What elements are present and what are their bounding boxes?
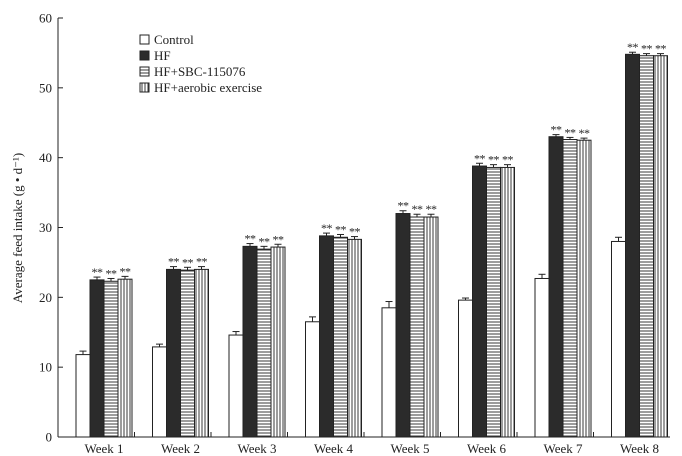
bar-white-3 bbox=[228, 334, 244, 438]
bar-vertical-2 bbox=[194, 268, 209, 438]
bar-white-4 bbox=[305, 321, 320, 438]
bar-black-6 bbox=[472, 165, 487, 438]
x-tick-label: Week 5 bbox=[390, 441, 429, 456]
y-axis: 0 10 20 30 40 50 60 bbox=[39, 11, 63, 445]
significance-marker: ** bbox=[321, 221, 333, 235]
legend-label: HF+SBC-115076 bbox=[154, 64, 246, 79]
significance-marker: ** bbox=[426, 202, 438, 216]
x-tick-label: Week 1 bbox=[84, 441, 123, 456]
bar-black-5 bbox=[395, 213, 411, 438]
x-axis: Week 1 Week 2 Week 3 Week 4 Week 5 Week 6 Week… bbox=[58, 432, 670, 456]
significance-marker: ** bbox=[412, 202, 424, 216]
y-axis-label: Average feed intake (g • d⁻¹) bbox=[10, 153, 25, 303]
bar-black-2 bbox=[166, 268, 181, 438]
significance-marker: ** bbox=[92, 265, 104, 279]
y-tick-label: 20 bbox=[39, 290, 52, 305]
significance-marker: ** bbox=[398, 199, 410, 213]
legend-label: HF bbox=[154, 48, 171, 63]
significance-marker: ** bbox=[106, 266, 118, 280]
significance-marker: ** bbox=[551, 123, 563, 137]
significance-marker: ** bbox=[641, 42, 653, 56]
x-tick-label: Week 4 bbox=[314, 441, 354, 456]
y-tick-label: 30 bbox=[39, 220, 52, 235]
bars: ****************************************… bbox=[75, 40, 668, 438]
significance-marker: ** bbox=[488, 153, 500, 167]
significance-marker: ** bbox=[182, 255, 194, 269]
bar-horizontal-7 bbox=[562, 139, 578, 438]
y-tick-label: 60 bbox=[39, 11, 52, 26]
x-tick-label: Week 3 bbox=[237, 441, 276, 456]
bar-horizontal-5 bbox=[409, 216, 425, 438]
bar-horizontal-2 bbox=[180, 269, 195, 438]
significance-marker: ** bbox=[627, 40, 639, 54]
y-tick-label: 10 bbox=[39, 360, 52, 375]
significance-marker: ** bbox=[502, 153, 514, 167]
significance-marker: ** bbox=[335, 222, 347, 236]
bar-horizontal-6 bbox=[486, 166, 501, 438]
legend-label: HF+aerobic exercise bbox=[154, 80, 262, 95]
bar-vertical-1 bbox=[117, 278, 133, 438]
x-tick-label: Week 7 bbox=[543, 441, 583, 456]
bar-white-1 bbox=[75, 354, 91, 438]
bar-black-3 bbox=[242, 245, 258, 438]
significance-marker: ** bbox=[273, 232, 285, 246]
x-tick-label: Week 6 bbox=[467, 441, 507, 456]
x-tick-label: Week 8 bbox=[620, 441, 659, 456]
bar-white-7 bbox=[534, 277, 550, 438]
y-tick-label: 40 bbox=[39, 150, 52, 165]
bar-white-2 bbox=[152, 346, 167, 438]
bar-black-7 bbox=[548, 136, 564, 438]
significance-marker: ** bbox=[474, 151, 486, 165]
bar-vertical-8 bbox=[653, 55, 668, 438]
y-tick-label: 0 bbox=[46, 430, 53, 445]
significance-marker: ** bbox=[349, 225, 361, 239]
bar-black-1 bbox=[89, 279, 105, 438]
significance-marker: ** bbox=[120, 264, 132, 278]
bar-vertical-5 bbox=[423, 216, 439, 438]
legend-swatch-white bbox=[139, 34, 150, 45]
significance-marker: ** bbox=[259, 234, 271, 248]
bar-horizontal-4 bbox=[333, 236, 348, 438]
y-tick-label: 50 bbox=[39, 80, 52, 95]
significance-marker: ** bbox=[655, 42, 667, 56]
bar-vertical-7 bbox=[576, 139, 592, 438]
bar-white-8 bbox=[611, 240, 626, 438]
bar-vertical-4 bbox=[347, 238, 362, 438]
significance-marker: ** bbox=[245, 232, 257, 246]
bar-black-4 bbox=[319, 235, 334, 438]
significance-marker: ** bbox=[565, 125, 577, 139]
legend-swatch-black bbox=[139, 50, 150, 61]
bar-white-6 bbox=[458, 299, 473, 438]
significance-marker: ** bbox=[579, 126, 591, 140]
bar-white-5 bbox=[381, 307, 397, 438]
legend-swatch-horizontal bbox=[139, 66, 150, 77]
bar-horizontal-3 bbox=[256, 248, 272, 438]
bar-vertical-6 bbox=[500, 166, 515, 438]
x-tick-label: Week 2 bbox=[161, 441, 200, 456]
significance-marker: ** bbox=[168, 255, 180, 269]
legend-swatch-vertical bbox=[139, 82, 150, 93]
bar-black-8 bbox=[625, 53, 640, 438]
legend-label: Control bbox=[154, 32, 194, 47]
bar-vertical-3 bbox=[270, 246, 286, 438]
bar-horizontal-8 bbox=[639, 55, 654, 438]
bar-horizontal-1 bbox=[103, 280, 119, 438]
significance-marker: ** bbox=[196, 255, 208, 269]
